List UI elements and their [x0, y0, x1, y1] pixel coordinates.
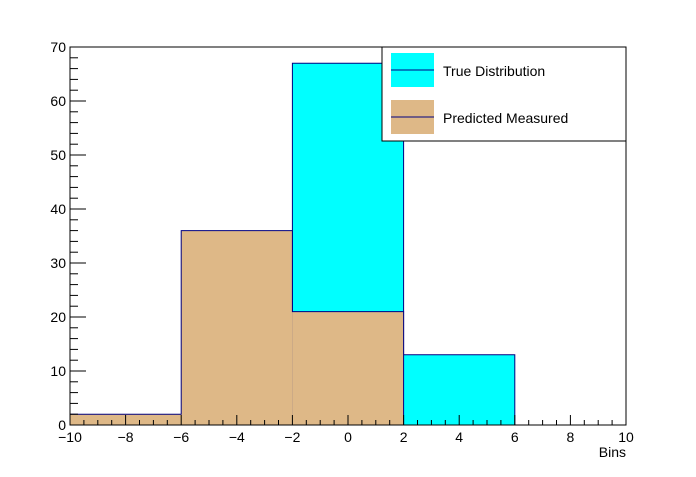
x-tick-label-7: 4: [455, 429, 463, 445]
x-axis-label: Bins: [599, 444, 626, 460]
x-tick-label-9: 8: [567, 429, 575, 445]
y-tick-label-0: 0: [58, 417, 66, 433]
x-tick-label-2: −6: [173, 429, 189, 445]
x-tick-label-3: −4: [229, 429, 245, 445]
x-tick-label-10: 10: [618, 429, 634, 445]
legend: True Distribution Predicted Measured: [381, 46, 627, 142]
bar-predicted-2: [292, 311, 404, 425]
bar-predicted-1: [181, 230, 293, 425]
x-tick-label-5: 0: [344, 429, 352, 445]
y-tick-label-4: 40: [50, 201, 66, 217]
y-tick-label-3: 30: [50, 255, 66, 271]
x-tick-label-0: −10: [58, 429, 82, 445]
x-tick-label-8: 6: [511, 429, 519, 445]
series-predicted: [70, 230, 626, 426]
x-tick-label-1: −8: [118, 429, 134, 445]
y-tick-label-7: 70: [50, 39, 66, 55]
x-tick-label-4: −2: [284, 429, 300, 445]
y-tick-label-2: 20: [50, 309, 66, 325]
y-tick-label-5: 50: [50, 147, 66, 163]
y-tick-label-6: 60: [50, 93, 66, 109]
legend-label-true: True Distribution: [443, 63, 545, 79]
legend-label-predicted: Predicted Measured: [443, 110, 568, 126]
axes-layer: −10 −8 −6 −4 −2 0 2 4 6 8 10 0 10 20 30 40 50 60 70: [50, 39, 634, 445]
x-tick-label-6: 2: [400, 429, 408, 445]
bar-true-3: [403, 354, 515, 425]
y-tick-label-1: 10: [50, 363, 66, 379]
